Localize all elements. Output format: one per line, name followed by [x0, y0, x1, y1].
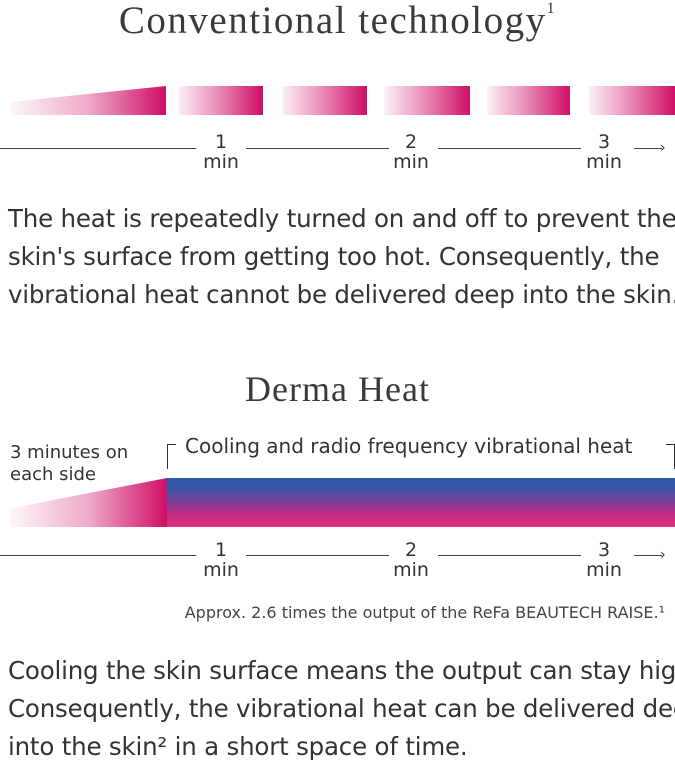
timeline-segment	[246, 148, 389, 149]
tick-number: 3	[597, 539, 611, 561]
arrow-head-icon: ›	[660, 140, 666, 156]
conventional-description: The heat is repeatedly turned on and off…	[8, 200, 675, 314]
heat-pulse-4	[487, 86, 570, 115]
heat-pulse-5	[589, 86, 675, 115]
tick-unit: min	[586, 151, 622, 173]
derma-description: Cooling the skin surface means the outpu…	[8, 652, 675, 766]
description-line: into the skin² in a short space of time.	[8, 732, 468, 761]
derma-heat-title-text: Derma Heat	[245, 369, 430, 409]
output-footnote: Approx. 2.6 times the output of the ReFa…	[184, 603, 665, 622]
heat-pulse-2	[282, 86, 367, 115]
tick-unit: min	[203, 559, 239, 581]
timeline-arrow-shaft	[634, 555, 662, 556]
description-line: vibrational heat cannot be delivered dee…	[8, 280, 675, 309]
tick-2: 2 min	[391, 132, 431, 172]
bar-bracket-label: Cooling and radio frequency vibrational …	[167, 434, 675, 469]
tick-3: 3 min	[584, 132, 624, 172]
warmup-ramp-conventional	[10, 86, 166, 115]
timeline-segment	[0, 148, 196, 149]
heat-pulse-1	[178, 86, 263, 115]
timeline-segment	[438, 148, 581, 149]
continuous-heat-bar	[167, 478, 675, 527]
arrow-head-icon: ›	[660, 547, 666, 563]
tick-unit: min	[393, 559, 429, 581]
side-duration-label: 3 minutes on each side	[10, 442, 128, 486]
derma-heat-title: Derma Heat	[0, 368, 675, 410]
bar-label-text: Cooling and radio frequency vibrational …	[185, 434, 633, 458]
timeline-segment	[246, 555, 389, 556]
conventional-title-text: Conventional technology	[118, 0, 547, 42]
description-line: The heat is repeatedly turned on and off…	[8, 204, 675, 233]
tick-unit: min	[393, 151, 429, 173]
timeline-segment	[438, 555, 581, 556]
description-line: Cooling the skin surface means the outpu…	[8, 656, 675, 685]
description-line: skin's surface from getting too hot. Con…	[8, 242, 660, 271]
tick-2: 2 min	[391, 540, 431, 580]
footnote-marker: 1	[546, 0, 557, 17]
tick-number: 2	[404, 539, 418, 561]
tick-3: 3 min	[584, 540, 624, 580]
tick-number: 1	[214, 131, 228, 153]
tick-unit: min	[586, 559, 622, 581]
bracket-left	[167, 444, 176, 469]
bracket-right	[666, 444, 675, 469]
tick-number: 1	[214, 539, 228, 561]
timeline-arrow-shaft	[634, 148, 662, 149]
tick-unit: min	[203, 151, 239, 173]
side-label-line: 3 minutes on	[10, 442, 129, 463]
tick-1: 1 min	[201, 540, 241, 580]
conventional-title: Conventional technology1	[0, 0, 675, 43]
timeline-segment	[0, 555, 196, 556]
tick-number: 2	[404, 131, 418, 153]
heat-pulse-3	[384, 86, 470, 115]
description-line: Consequently, the vibrational heat can b…	[8, 694, 675, 723]
tick-number: 3	[597, 131, 611, 153]
side-label-line: each side	[10, 464, 97, 485]
tick-1: 1 min	[201, 132, 241, 172]
